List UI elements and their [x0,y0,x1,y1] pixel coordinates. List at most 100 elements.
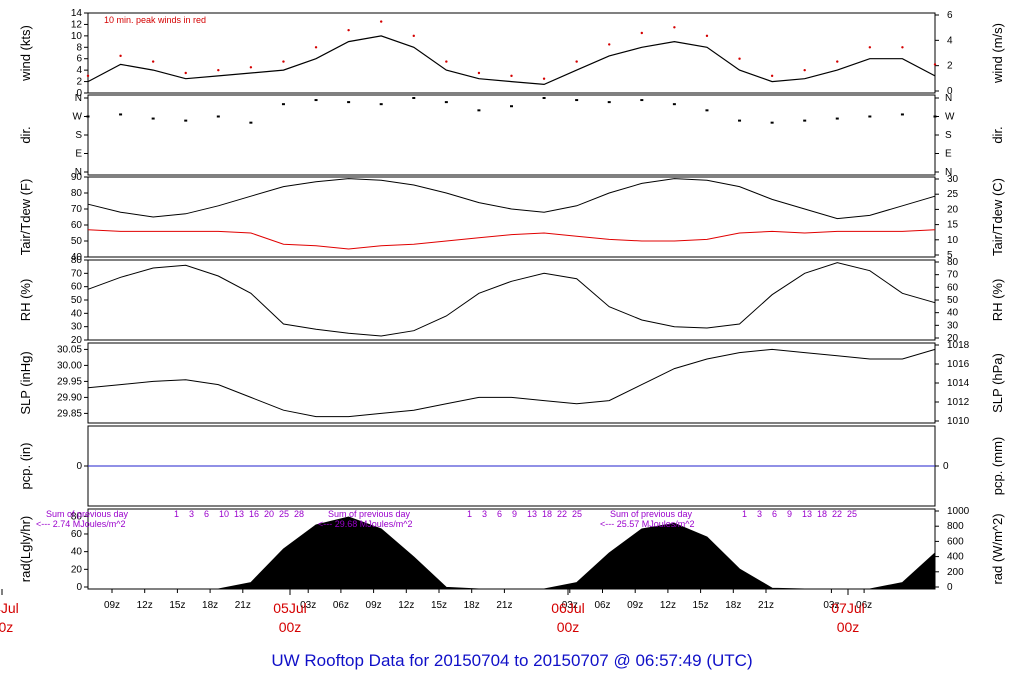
x-axis: 09z 12z 15z 18z 21z 03z 06z 09z 12z 15z 18z 21z 03z 0… [0,589,872,635]
temperature-ytick-label: 60 [71,220,83,231]
slp-panel: SLP (inHg) SLP (hPa) 29.85 29.90 29.95 30.00 3… [18,340,1005,427]
dir-ytick-label: N [75,167,82,178]
rh-ytick-label: 40 [71,308,83,319]
dir-point [151,117,155,120]
day-hour-label: 00z [557,619,580,635]
wind-peak-point [86,74,90,78]
wind-ytick-label: 2 [76,77,82,88]
slp-ytick-right-label: 1010 [947,416,970,427]
dir-ylabel-right: dir. [990,126,1005,143]
wind-ylabel: wind (kts) [18,25,33,82]
radiation-ytick-right-label: 0 [947,582,953,593]
dir-point [86,115,90,118]
radiation-top-label: 6 [772,509,777,519]
radiation-top-label: 1 [174,509,179,519]
day-label: 04Jul [0,600,19,616]
precip-ylabel-right: pcp. (mm) [990,437,1005,496]
radiation-frame [87,508,936,590]
radiation-ytick-label: 20 [71,564,83,575]
dir-point [770,121,774,124]
radiation-top-label: 6 [204,509,209,519]
temperature-ytick-label: 50 [71,236,83,247]
wind-peak-point [412,34,415,38]
slp-ytick-right-label: 1014 [947,378,970,389]
rh-ytick-right-label: 60 [947,282,959,293]
x-tick-label: 15z [693,600,709,611]
radiation-ytick-right-label: 200 [947,567,964,578]
dir-point [933,115,937,118]
x-tick-label: 18z [202,600,218,611]
wind-peak-point [738,57,741,60]
rh-ytick-right-label: 40 [947,308,959,319]
radiation-top-label: 3 [757,509,762,519]
radiation-top-label: 18 [542,509,552,519]
wind-ytick-right-label: 4 [947,35,953,46]
radiation-top-label: 20 [264,509,274,519]
radiation-top-label: 3 [189,509,194,519]
radiation-ytick-right-label: 800 [947,521,964,532]
temperature-ytick-right-label: 10 [947,235,959,246]
radiation-area [88,516,936,590]
day-label: 06Jul [551,600,584,616]
radiation-top-label: 13 [802,509,812,519]
wind-peak-point [901,46,904,49]
temperature-ytick-right-label: 15 [947,220,959,231]
radiation-note-label: Sum of previous day [46,509,129,519]
wind-ytick-label: 12 [71,19,83,30]
radiation-ytick-label: 0 [76,582,82,593]
x-tick-label: 21z [758,600,774,611]
temperature-ytick-label: 40 [71,252,83,263]
rh-ytick-right-label: 80 [947,257,959,268]
wind-peak-point [477,71,481,75]
dir-point [184,119,188,122]
wind-ytick-right-label: 2 [947,61,953,72]
wind-peak-point [249,66,253,69]
wind-peak-point [151,60,155,63]
dir-point [444,101,448,104]
radiation-panel: rad(Lgly/hr) rad (W/m^2)02040608002004006… [18,506,1005,593]
wind-ytick-right-label: 6 [947,10,953,21]
temperature-ytick-right-label: 30 [947,174,959,185]
radiation-top-label: 13 [234,509,244,519]
x-tick-label: 09z [627,600,643,611]
rh-ytick-label: 60 [71,282,83,293]
dir-ytick-right-label: E [945,149,952,160]
radiation-ytick-label: 60 [71,529,83,540]
x-tick-label: 12z [137,600,153,611]
radiation-note-value: <--- 29.68 MJoules/m^2 [318,519,413,529]
slp-ylabel: SLP (inHg) [18,351,33,414]
slp-ytick-right-label: 1018 [947,340,970,351]
rh-ytick-right-label: 30 [947,320,959,331]
radiation-top-label: 28 [294,509,304,519]
wind-peak-point [608,43,611,46]
wind-peak-point [510,74,513,78]
rh-ytick-right-label: 70 [947,270,959,281]
day-label: 07Jul [831,600,864,616]
radiation-note-label: Sum of previous day [610,509,693,519]
x-tick-label: 18z [725,600,741,611]
dir-point [835,117,839,120]
dir-point [216,115,220,118]
radiation-ylabel: rad(Lgly/hr) [18,516,33,582]
radiation-note-value: <--- 25.57 MJoules/m^2 [600,519,695,529]
x-tick-label: 12z [398,600,414,611]
wind-ytick-label: 10 [71,31,83,42]
dir-ytick-right-label: W [945,112,955,123]
wind-peak-point [282,60,285,63]
temperature-ytick-right-label: 20 [947,204,959,215]
x-tick-label: 15z [169,600,185,611]
temperature-ylabel-right: Tair/Tdew (C) [990,178,1005,256]
dir-point [477,109,481,112]
rh-ylabel-right: RH (%) [990,279,1005,322]
wind-peak-point [705,34,709,38]
x-tick-label: 06z [594,600,610,611]
dir-point [672,103,676,106]
x-tick-label: 09z [104,600,120,611]
day-hour-label: 00z [279,619,302,635]
dir-point [705,109,709,112]
day-hour-label: 00z [0,619,13,635]
precip-ytick-label: 0 [76,461,82,472]
